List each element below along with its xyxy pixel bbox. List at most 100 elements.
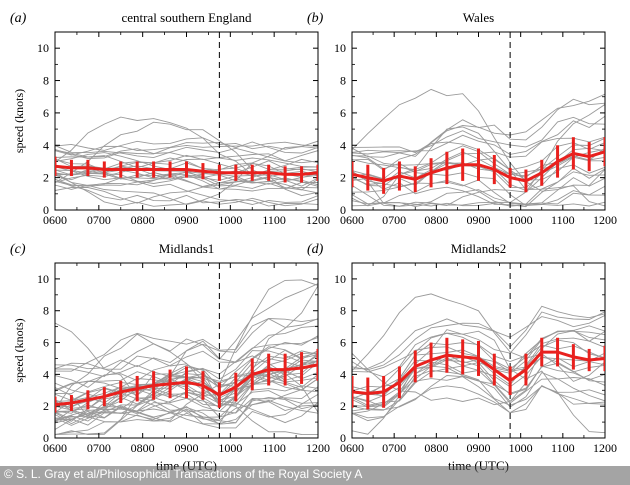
ensemble-member-line [352, 305, 605, 371]
panel-label: (c) [10, 242, 26, 257]
x-tick-label: 0700 [382, 213, 406, 227]
panel-title: Wales [463, 10, 494, 25]
ensemble-member-line [55, 285, 318, 425]
x-tick-label: 0900 [175, 441, 199, 455]
y-tick-label: 6 [43, 106, 49, 120]
y-axis-label: speed (knots) [12, 89, 26, 153]
x-tick-label: 0700 [87, 213, 111, 227]
panel-4: 0 2 4 6 8 10 0600 0700 0800 0900 1000 1100 1200 (d) Mi… [307, 241, 617, 473]
panel-title: Midlands2 [451, 241, 507, 256]
ensemble-member-line [352, 311, 605, 378]
x-tick-label: 0800 [424, 441, 448, 455]
y-tick-label: 4 [43, 367, 49, 381]
ensemble-member-line [352, 365, 605, 408]
x-tick-label: 1100 [551, 213, 575, 227]
panel-title: Midlands1 [159, 241, 215, 256]
plot-frame [351, 31, 606, 211]
x-tick-label: 1100 [262, 441, 286, 455]
ensemble-member-line [55, 141, 318, 156]
y-tick-label: 8 [43, 74, 49, 88]
ensemble-member-line [352, 167, 605, 208]
panel-label: (a) [10, 11, 27, 26]
x-tick-label: 0900 [467, 213, 491, 227]
ensemble-member-line [352, 93, 605, 154]
y-tick-label: 4 [43, 138, 49, 152]
ensemble-member-line [55, 279, 318, 423]
y-tick-label: 6 [340, 336, 346, 350]
ensemble-member-line [55, 145, 318, 164]
ensemble-member-line [352, 375, 605, 414]
ensemble-member-line [55, 318, 318, 370]
y-tick-label: 10 [37, 272, 49, 286]
ensemble-member-line [55, 385, 318, 420]
x-tick-label: 1100 [551, 441, 575, 455]
x-tick-label: 0800 [424, 213, 448, 227]
ensemble-member-line [55, 378, 318, 430]
panel-2: 0 2 4 6 8 10 0600 0700 0800 0900 1000 1100 1200 (b) Wa… [307, 10, 617, 227]
ensemble-member-line [55, 388, 318, 429]
ensemble-member-line [352, 330, 605, 406]
mean-series [352, 137, 605, 194]
x-tick-label: 1200 [593, 441, 617, 455]
ensemble-member-line [352, 293, 605, 382]
y-tick-label: 2 [340, 399, 346, 413]
panel-1: 0 2 4 6 8 10 0600 0700 0800 0900 1000 1100 1200 (a) ce… [10, 10, 330, 227]
ensemble-member-line [55, 318, 318, 372]
y-tick-label: 8 [340, 304, 346, 318]
y-tick-label: 10 [334, 272, 346, 286]
x-tick-label: 0600 [340, 213, 364, 227]
y-tick-label: 6 [43, 336, 49, 350]
ensemble-member-line [352, 115, 605, 155]
panel-label: (b) [307, 11, 324, 26]
ensemble-member-line [352, 88, 605, 192]
x-tick-label: 1000 [509, 441, 533, 455]
y-tick-label: 4 [340, 138, 346, 152]
ensemble-member-line [352, 116, 605, 153]
mean-series [352, 337, 605, 410]
x-tick-label: 0600 [43, 441, 67, 455]
ensemble-member-line [55, 168, 318, 204]
ensemble-members [352, 88, 605, 208]
x-tick-label: 1000 [218, 441, 242, 455]
panel-title: central southern England [122, 10, 252, 25]
ensemble-member-line [55, 283, 318, 377]
y-tick-label: 2 [43, 171, 49, 185]
y-tick-label: 0 [43, 203, 49, 217]
x-tick-label: 1100 [262, 213, 286, 227]
y-tick-label: 2 [340, 171, 346, 185]
panel-3: 0 2 4 6 8 10 0600 0700 0800 0900 1000 1100 1200 (c) Mi… [10, 241, 330, 473]
y-tick-label: 0 [43, 431, 49, 445]
y-axis-label: speed (knots) [12, 318, 26, 382]
x-tick-label: 1200 [306, 213, 330, 227]
ensemble-members [55, 279, 318, 436]
mean-series [55, 348, 318, 413]
x-tick-label: 1200 [593, 213, 617, 227]
ensemble-member-line [55, 401, 318, 425]
x-tick-label: 0800 [131, 441, 155, 455]
y-tick-label: 4 [340, 367, 346, 381]
y-tick-label: 8 [43, 304, 49, 318]
ensemble-member-line [352, 329, 605, 435]
ensemble-member-line [55, 140, 318, 207]
x-tick-label: 0600 [43, 213, 67, 227]
ensemble-member-line [352, 126, 605, 207]
ensemble-member-line [55, 169, 318, 205]
y-tick-label: 0 [340, 203, 346, 217]
ensemble-member-line [55, 137, 318, 151]
x-tick-label: 0700 [382, 441, 406, 455]
ensemble-member-line [55, 346, 318, 389]
credit-text: © S. L. Gray et al/Philosophical Transac… [4, 467, 363, 481]
ensemble-member-line [55, 386, 318, 422]
y-tick-label: 0 [340, 431, 346, 445]
panel-label: (d) [307, 242, 324, 257]
x-tick-label: 0700 [87, 441, 111, 455]
y-tick-label: 2 [43, 399, 49, 413]
x-tick-label: 0800 [131, 213, 155, 227]
ensemble-member-line [352, 314, 605, 370]
x-tick-label: 0900 [175, 213, 199, 227]
x-tick-label: 1000 [509, 213, 533, 227]
ensemble-member-line [352, 98, 605, 158]
x-tick-label: 1000 [218, 213, 242, 227]
x-tick-label: 0900 [467, 441, 491, 455]
